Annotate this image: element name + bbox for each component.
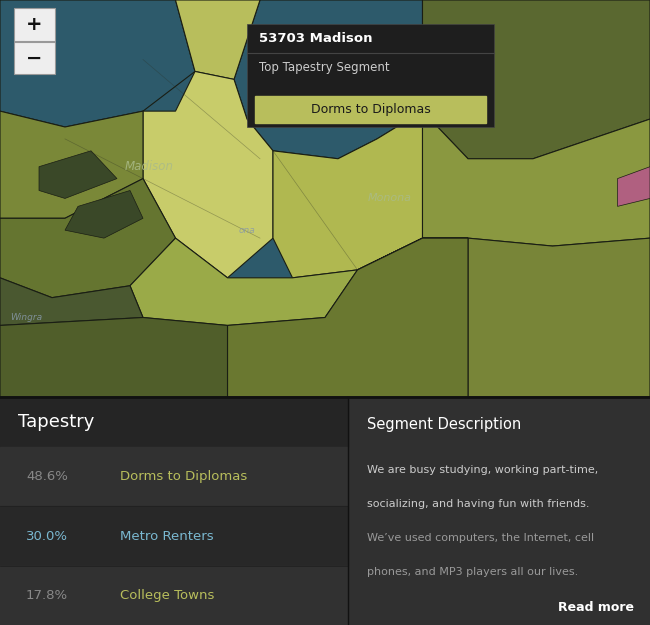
- Polygon shape: [422, 111, 650, 246]
- Polygon shape: [468, 238, 650, 397]
- Polygon shape: [273, 111, 422, 278]
- Polygon shape: [0, 0, 195, 127]
- Polygon shape: [143, 71, 273, 278]
- Text: socializing, and having fun with friends.: socializing, and having fun with friends…: [367, 499, 590, 509]
- Text: Tapestry: Tapestry: [18, 413, 95, 431]
- Polygon shape: [65, 191, 143, 238]
- Polygon shape: [39, 151, 117, 199]
- Polygon shape: [227, 238, 468, 397]
- Text: Dorms to Diplomas: Dorms to Diplomas: [311, 103, 430, 116]
- Text: We are busy studying, working part-time,: We are busy studying, working part-time,: [367, 465, 599, 475]
- Text: Top Tapestry Segment: Top Tapestry Segment: [259, 61, 389, 74]
- Bar: [0, 566, 348, 625]
- Bar: [0, 397, 348, 447]
- Text: −: −: [26, 49, 43, 68]
- Text: +: +: [26, 15, 43, 34]
- Text: phones, and MP3 players all our lives.: phones, and MP3 players all our lives.: [367, 568, 578, 578]
- Text: Madison: Madison: [125, 160, 174, 173]
- Polygon shape: [422, 0, 650, 159]
- Text: Metro Renters: Metro Renters: [120, 529, 214, 542]
- Polygon shape: [130, 238, 468, 326]
- Polygon shape: [176, 0, 260, 79]
- Polygon shape: [0, 111, 143, 218]
- Text: Monona: Monona: [368, 194, 412, 204]
- Bar: [0, 447, 348, 506]
- Bar: [0, 506, 348, 566]
- Polygon shape: [618, 167, 650, 206]
- Text: ona: ona: [239, 226, 255, 235]
- Polygon shape: [0, 318, 227, 397]
- Text: Read more: Read more: [558, 601, 634, 614]
- Polygon shape: [0, 278, 143, 326]
- FancyBboxPatch shape: [247, 24, 494, 127]
- FancyBboxPatch shape: [14, 8, 55, 41]
- FancyBboxPatch shape: [14, 42, 55, 74]
- Text: College Towns: College Towns: [120, 589, 214, 602]
- Bar: [255, 96, 486, 123]
- Text: 30.0%: 30.0%: [26, 529, 68, 542]
- Bar: [0, 397, 348, 625]
- Bar: [348, 397, 650, 625]
- Text: 48.6%: 48.6%: [26, 470, 68, 483]
- Text: Dorms to Diplomas: Dorms to Diplomas: [120, 470, 248, 483]
- Polygon shape: [234, 0, 422, 159]
- Text: 53703 Madison: 53703 Madison: [259, 32, 372, 45]
- Bar: [0, 0, 650, 397]
- Text: 17.8%: 17.8%: [26, 589, 68, 602]
- Text: Segment Description: Segment Description: [367, 417, 521, 432]
- Text: Wingra: Wingra: [10, 313, 42, 322]
- Polygon shape: [0, 179, 176, 298]
- Text: We’ve used computers, the Internet, cell: We’ve used computers, the Internet, cell: [367, 533, 594, 543]
